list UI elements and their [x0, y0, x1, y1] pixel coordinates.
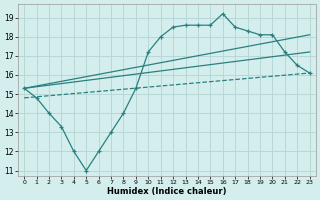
X-axis label: Humidex (Indice chaleur): Humidex (Indice chaleur) — [107, 187, 227, 196]
